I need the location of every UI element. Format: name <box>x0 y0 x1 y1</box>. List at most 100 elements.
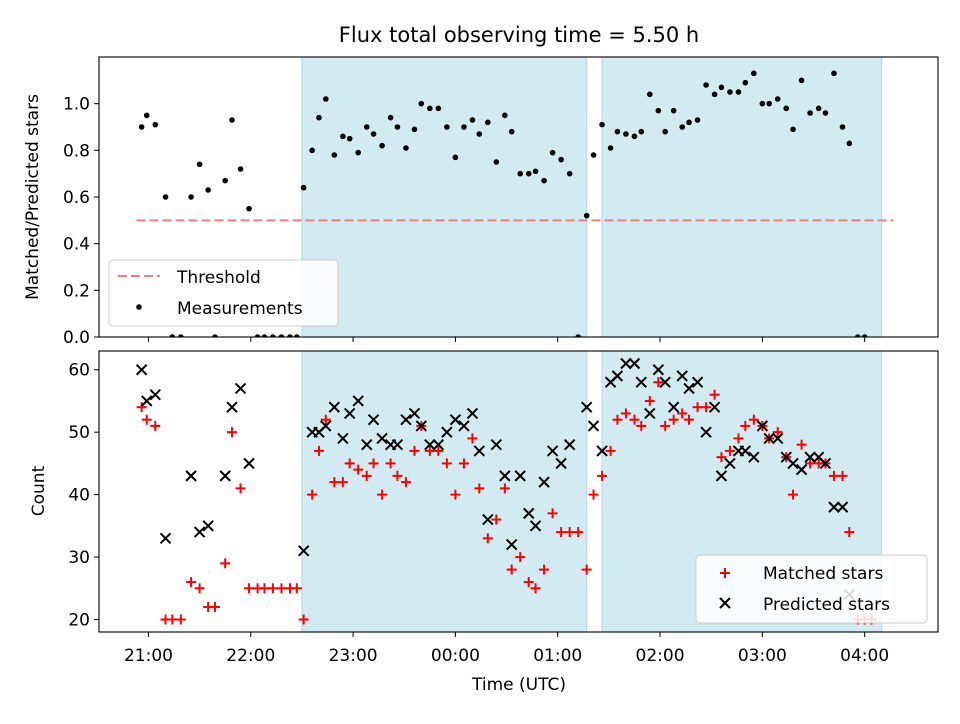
time-x-axis-label: Time (UTC) <box>471 675 566 695</box>
predicted-star-point <box>804 451 816 463</box>
y-tick-label: 30 <box>68 548 90 568</box>
matched-star-point <box>377 489 388 500</box>
ratio-y-axis-label: Matched/Predicted stars <box>23 94 43 300</box>
measurement-point <box>711 91 718 98</box>
measurement-point <box>294 334 300 337</box>
predicted-star-mark-b <box>297 545 310 557</box>
matched-star-point <box>701 402 712 413</box>
predicted-star-mark-b <box>449 413 462 426</box>
predicted-star-mark-b <box>441 426 453 438</box>
x-tick-label: 03:00 <box>738 646 787 666</box>
y-tick-label: 60 <box>68 361 90 381</box>
predicted-star-point <box>724 457 736 470</box>
measurement-point <box>751 70 757 77</box>
ratio-legend-box <box>108 259 339 327</box>
predicted-star-point <box>676 370 688 382</box>
predicted-star-mark-b <box>361 438 373 451</box>
matched-star-point <box>424 445 435 456</box>
measurement-point <box>670 107 677 114</box>
predicted-star-point <box>635 376 647 388</box>
measurement-point <box>831 70 837 77</box>
predicted-star-mark-b <box>644 407 656 420</box>
predicted-star-point <box>587 420 600 432</box>
matched-star-point <box>556 527 567 538</box>
predicted-star-point <box>466 407 479 420</box>
predicted-star-mark-b <box>337 432 349 445</box>
predicted-star-mark-b <box>652 364 665 376</box>
predicted-star-point <box>226 401 238 413</box>
measurement-point <box>590 152 597 158</box>
measurement-point <box>502 112 508 119</box>
measurement-point <box>508 128 515 135</box>
predicted-star-point <box>376 432 388 445</box>
predicted-star-mark-b <box>391 438 404 451</box>
predicted-star-point <box>149 389 161 401</box>
measurement-point <box>718 84 725 91</box>
matched-star-point <box>491 514 502 525</box>
matched-star-point <box>392 470 403 481</box>
matched-star-point <box>320 414 331 425</box>
threshold-legend-label: Threshold <box>176 268 261 288</box>
matched-star-point <box>523 577 534 588</box>
plot-area <box>136 70 894 337</box>
predicted-star-point <box>490 438 503 451</box>
predicted-star-mark-b <box>193 526 206 538</box>
matched-star-point <box>433 445 444 456</box>
matched-star-point <box>368 458 379 469</box>
matched-star-point <box>837 470 848 481</box>
measurement-point <box>205 187 211 193</box>
predicted-star-point <box>328 401 341 413</box>
measurement-point <box>766 100 772 107</box>
matched-star-point <box>400 477 411 488</box>
measurement-point <box>229 117 235 123</box>
measurement-point <box>774 96 781 102</box>
predicted-star-point <box>620 357 632 370</box>
x-tick-label: 23:00 <box>329 646 378 666</box>
predicted-star-point <box>771 432 784 445</box>
ratio-legend: Threshold Measurements <box>108 259 339 327</box>
predicted-star-point <box>819 457 832 470</box>
measurement-point <box>861 334 868 337</box>
matched-star-point <box>564 527 575 538</box>
measurement-point <box>418 100 425 107</box>
predicted-star-mark-b <box>771 432 784 445</box>
predicted-star-point <box>243 457 255 470</box>
x-tick-label: 00:00 <box>431 646 480 666</box>
count-legend: Matched stars Predicted stars <box>695 554 928 624</box>
matched-star-point <box>385 458 396 469</box>
predicted-star-mark-b <box>408 407 421 420</box>
predicted-star-mark-b <box>159 532 172 545</box>
predicted-star-mark-b <box>628 357 641 370</box>
predicted-star-mark-b <box>505 538 518 551</box>
matched-star-point <box>660 420 671 431</box>
measurement-point <box>558 156 564 163</box>
predicted-star-point <box>514 470 526 482</box>
predicted-legend-label: Predicted stars <box>763 595 890 615</box>
measurement-legend-marker <box>136 304 142 310</box>
measurement-point <box>727 89 733 95</box>
measurement-point <box>549 149 556 156</box>
matched-star-point <box>291 583 302 594</box>
measurement-point <box>270 334 276 337</box>
matched-star-point <box>716 452 727 463</box>
measurement-point <box>435 105 442 112</box>
measurement-point <box>323 96 329 102</box>
measurement-point <box>655 107 662 114</box>
measurement-point <box>340 133 346 140</box>
predicted-star-mark-b <box>538 476 550 488</box>
predicted-star-point <box>529 520 542 532</box>
predicted-star-point <box>652 364 665 376</box>
measurement-point <box>583 212 590 219</box>
x-tick-label: 04:00 <box>840 646 889 666</box>
y-tick-label: 20 <box>68 611 90 631</box>
predicted-star-point <box>473 445 485 457</box>
matched-legend-label: Matched stars <box>763 564 883 584</box>
predicted-star-mark-b <box>458 420 470 432</box>
measurement-point <box>638 128 645 135</box>
matched-star-point <box>684 414 695 425</box>
predicted-star-mark-b <box>756 420 769 432</box>
matched-star-point <box>267 583 278 594</box>
x-tick-label: 21:00 <box>124 646 173 666</box>
predicted-star-point <box>828 501 840 513</box>
predicted-star-mark-b <box>141 395 153 407</box>
